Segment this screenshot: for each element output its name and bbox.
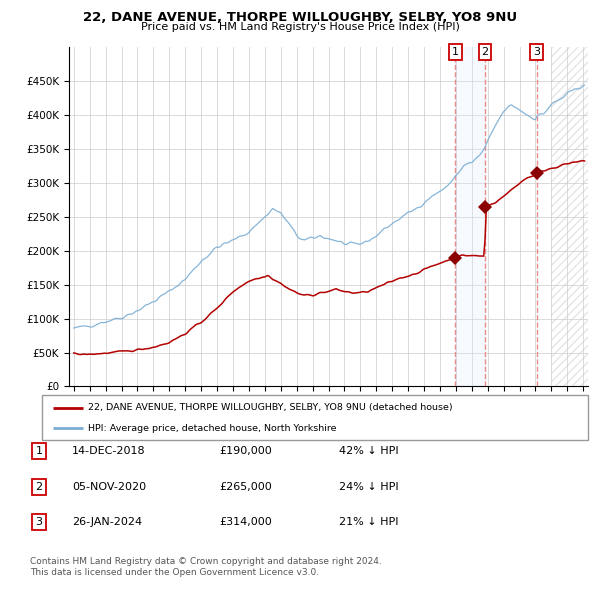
Text: 1: 1 xyxy=(452,47,459,57)
Text: This data is licensed under the Open Government Licence v3.0.: This data is licensed under the Open Gov… xyxy=(30,568,319,577)
Text: HPI: Average price, detached house, North Yorkshire: HPI: Average price, detached house, Nort… xyxy=(88,424,337,433)
Text: Contains HM Land Registry data © Crown copyright and database right 2024.: Contains HM Land Registry data © Crown c… xyxy=(30,558,382,566)
Text: £314,000: £314,000 xyxy=(219,517,272,527)
Bar xyxy=(551,47,588,386)
Text: £265,000: £265,000 xyxy=(219,482,272,491)
Text: £190,000: £190,000 xyxy=(219,447,272,456)
Text: 42% ↓ HPI: 42% ↓ HPI xyxy=(339,447,398,456)
Text: 22, DANE AVENUE, THORPE WILLOUGHBY, SELBY, YO8 9NU: 22, DANE AVENUE, THORPE WILLOUGHBY, SELB… xyxy=(83,11,517,24)
Bar xyxy=(455,47,485,386)
Text: Price paid vs. HM Land Registry's House Price Index (HPI): Price paid vs. HM Land Registry's House … xyxy=(140,22,460,32)
Text: 26-JAN-2024: 26-JAN-2024 xyxy=(72,517,142,527)
Text: 2: 2 xyxy=(482,47,489,57)
Text: 1: 1 xyxy=(35,447,43,456)
Text: 14-DEC-2018: 14-DEC-2018 xyxy=(72,447,146,456)
Text: 24% ↓ HPI: 24% ↓ HPI xyxy=(339,482,398,491)
Text: 21% ↓ HPI: 21% ↓ HPI xyxy=(339,517,398,527)
Text: 3: 3 xyxy=(35,517,43,527)
Text: 2: 2 xyxy=(35,482,43,491)
Text: 05-NOV-2020: 05-NOV-2020 xyxy=(72,482,146,491)
Text: 22, DANE AVENUE, THORPE WILLOUGHBY, SELBY, YO8 9NU (detached house): 22, DANE AVENUE, THORPE WILLOUGHBY, SELB… xyxy=(88,403,453,412)
Text: 3: 3 xyxy=(533,47,540,57)
